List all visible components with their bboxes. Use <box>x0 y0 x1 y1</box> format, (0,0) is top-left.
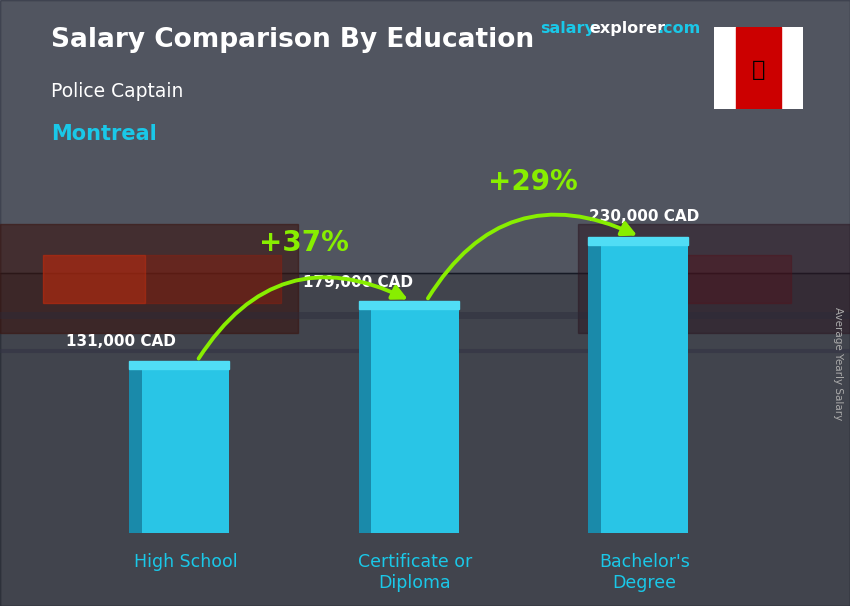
Bar <box>601 245 688 533</box>
FancyArrowPatch shape <box>199 278 404 359</box>
Bar <box>578 224 850 333</box>
Bar <box>42 255 280 303</box>
Bar <box>588 237 688 245</box>
Text: Average Yearly Salary: Average Yearly Salary <box>833 307 843 420</box>
Text: 131,000 CAD: 131,000 CAD <box>66 334 176 349</box>
Bar <box>620 255 790 303</box>
Bar <box>0 273 850 606</box>
Bar <box>129 369 142 533</box>
Bar <box>781 27 803 109</box>
Text: Montreal: Montreal <box>51 124 156 144</box>
Text: +37%: +37% <box>259 228 348 256</box>
Bar <box>359 301 459 309</box>
Bar <box>129 361 230 369</box>
Bar <box>42 255 144 303</box>
Bar <box>142 369 230 533</box>
Bar <box>588 245 601 533</box>
Bar <box>0 0 850 273</box>
Text: .com: .com <box>657 21 700 36</box>
Text: +29%: +29% <box>488 168 578 196</box>
Bar <box>0 224 298 333</box>
Text: Salary Comparison By Education: Salary Comparison By Education <box>51 27 534 53</box>
Text: salary: salary <box>540 21 595 36</box>
Bar <box>736 27 781 109</box>
Bar <box>371 309 459 533</box>
Text: Police Captain: Police Captain <box>51 82 184 101</box>
Bar <box>714 27 736 109</box>
Text: 230,000 CAD: 230,000 CAD <box>589 209 700 224</box>
Text: 🍁: 🍁 <box>752 60 765 80</box>
FancyArrowPatch shape <box>428 215 633 298</box>
Bar <box>359 309 371 533</box>
Text: explorer: explorer <box>589 21 666 36</box>
Text: 179,000 CAD: 179,000 CAD <box>303 275 412 290</box>
